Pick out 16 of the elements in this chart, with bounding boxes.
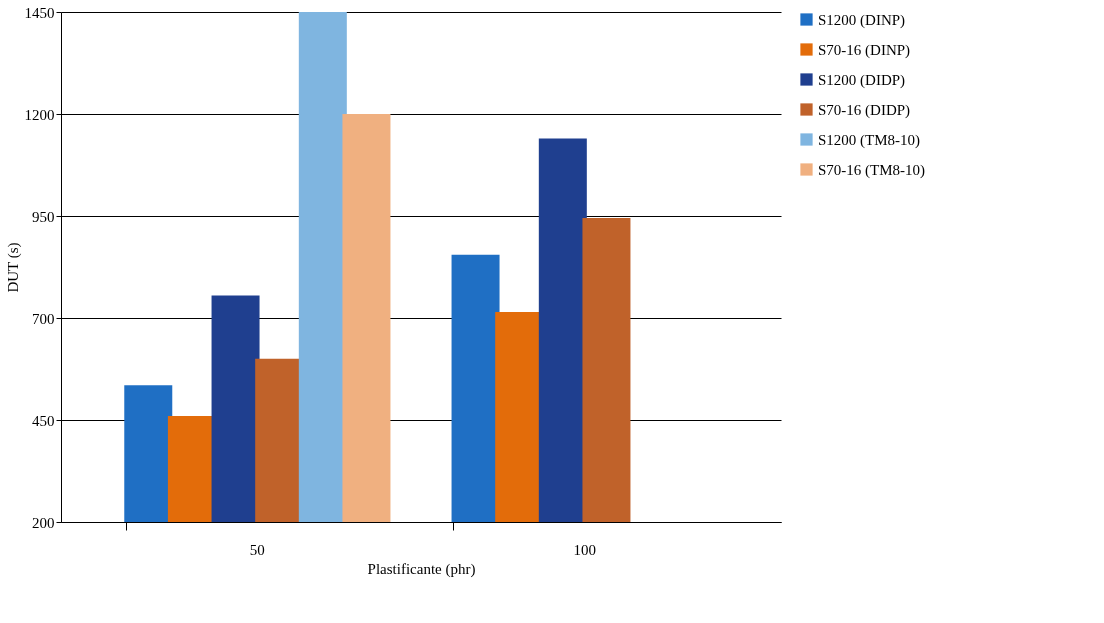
legend-label: S70-16 (DIDP): [818, 101, 911, 119]
legend-label: S1200 (TM8-10): [818, 131, 921, 149]
legend-label: S1200 (DINP): [818, 11, 906, 29]
x-tick-label: 50: [249, 541, 265, 558]
y-tick-label: 200: [32, 514, 55, 531]
x-tick-label: 100: [573, 541, 596, 558]
legend-label: S1200 (DIDP): [818, 71, 906, 89]
y-axis-title: DUT (s): [4, 242, 22, 293]
y-tick-label: 950: [32, 208, 55, 225]
y-tick-label: 450: [32, 412, 55, 429]
y-tick-label: 1450: [24, 4, 55, 21]
legend-label: S70-16 (DINP): [818, 41, 911, 59]
x-axis-title: Plastificante (phr): [367, 560, 476, 578]
legend-label: S70-16 (TM8-10): [818, 161, 926, 179]
y-tick-label: 1200: [24, 106, 55, 123]
y-tick-label: 700: [32, 310, 55, 327]
